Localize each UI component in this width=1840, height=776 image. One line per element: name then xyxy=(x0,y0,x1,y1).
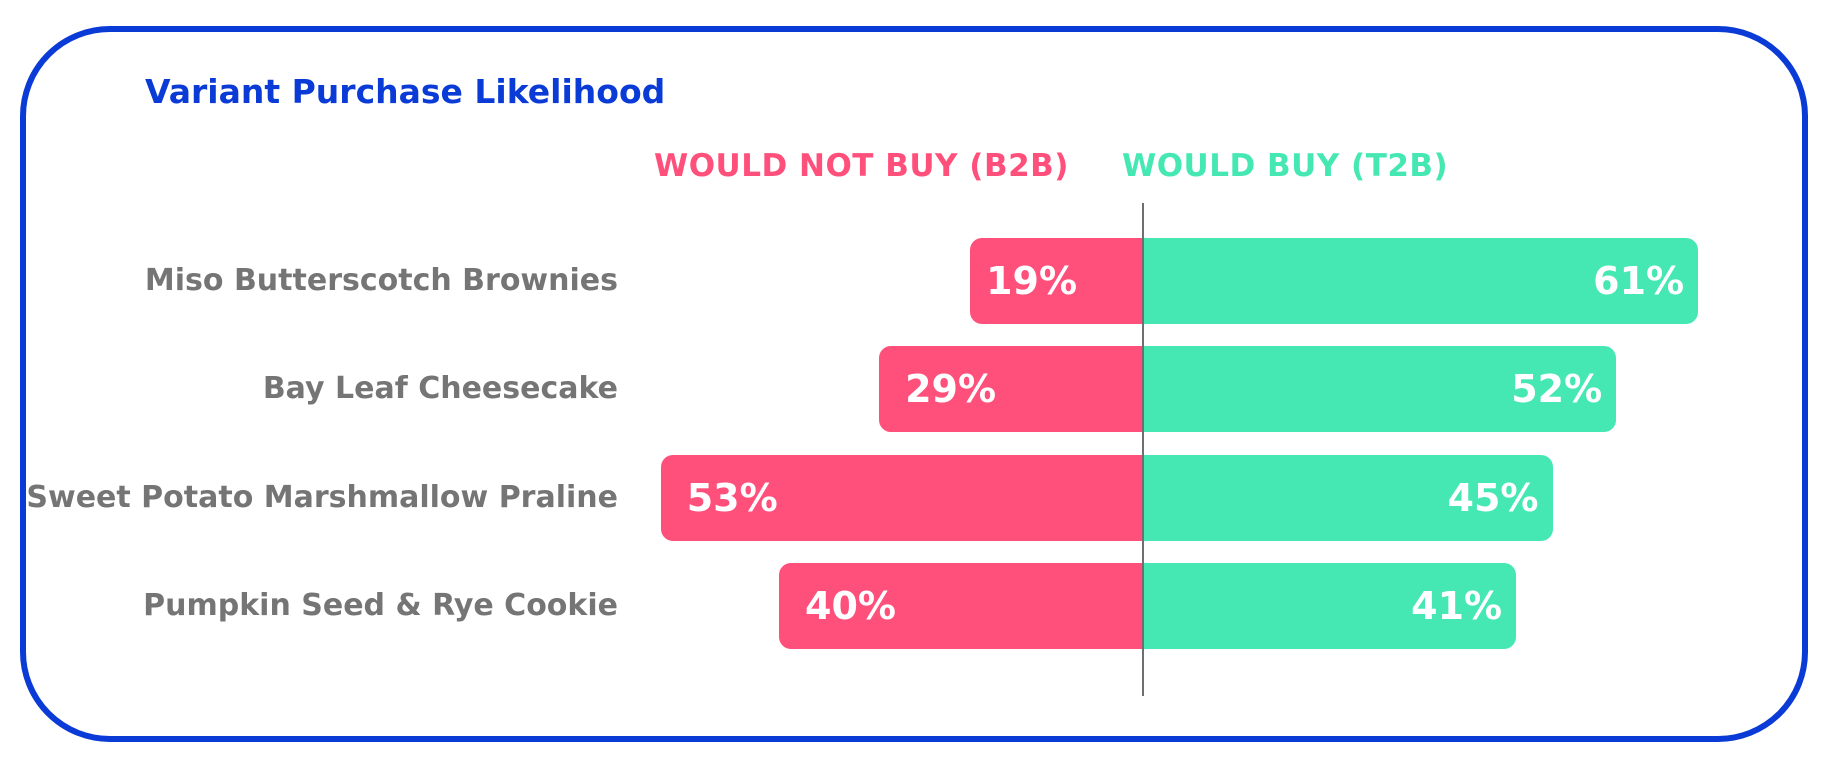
bar-label-would-not-buy: 19% xyxy=(986,259,1078,303)
bar-label-would-buy: 45% xyxy=(1447,476,1539,520)
bar-would-not-buy xyxy=(779,563,1143,649)
center-axis-line xyxy=(1142,203,1144,696)
bar-label-would-buy: 61% xyxy=(1593,259,1685,303)
category-label: Sweet Potato Marshmallow Praline xyxy=(26,480,618,515)
chart-title: Variant Purchase Likelihood xyxy=(145,72,666,111)
bar-would-buy xyxy=(1143,238,1699,324)
bar-label-would-buy: 52% xyxy=(1511,367,1603,411)
bar-would-not-buy xyxy=(660,455,1143,541)
category-label: Pumpkin Seed & Rye Cookie xyxy=(143,588,618,623)
legend-would-not-buy: WOULD NOT BUY (B2B) xyxy=(654,148,1069,184)
category-label: Miso Butterscotch Brownies xyxy=(144,263,618,298)
bar-label-would-not-buy: 40% xyxy=(805,584,896,628)
bar-would-not-buy xyxy=(879,346,1143,432)
legend-would-buy: WOULD BUY (T2B) xyxy=(1122,148,1449,184)
bar-would-buy xyxy=(1143,455,1553,541)
bar-label-would-not-buy: 53% xyxy=(686,476,778,520)
bar-would-buy xyxy=(1143,563,1517,649)
bar-would-buy xyxy=(1143,346,1617,432)
bar-label-would-buy: 41% xyxy=(1411,584,1503,628)
bar-would-not-buy xyxy=(970,238,1143,324)
bar-label-would-not-buy: 29% xyxy=(905,367,997,411)
category-label: Bay Leaf Cheesecake xyxy=(262,371,618,406)
